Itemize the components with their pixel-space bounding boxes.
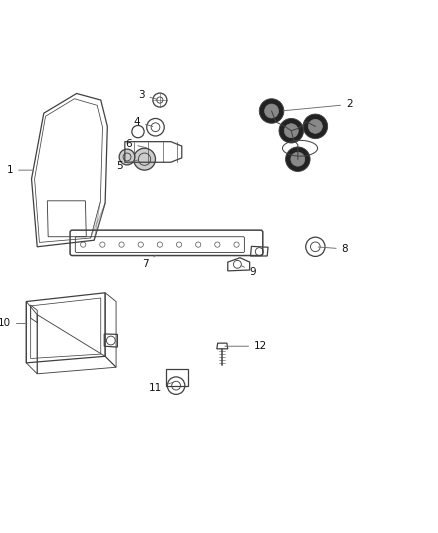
Text: 5: 5 xyxy=(116,160,138,171)
Circle shape xyxy=(284,124,298,138)
Circle shape xyxy=(265,104,279,118)
Circle shape xyxy=(134,148,155,170)
Circle shape xyxy=(119,149,135,165)
Text: 7: 7 xyxy=(142,255,155,269)
Text: 8: 8 xyxy=(318,244,348,254)
Text: 9: 9 xyxy=(241,265,256,277)
Text: 10: 10 xyxy=(0,318,27,328)
Text: 11: 11 xyxy=(149,382,173,393)
Text: 3: 3 xyxy=(138,90,157,100)
Circle shape xyxy=(259,99,284,123)
Text: 6: 6 xyxy=(126,139,146,149)
Text: 4: 4 xyxy=(134,117,153,127)
Text: 1: 1 xyxy=(7,165,32,175)
Circle shape xyxy=(286,147,310,172)
Text: 2: 2 xyxy=(283,100,353,111)
Polygon shape xyxy=(91,201,105,240)
Circle shape xyxy=(303,114,328,139)
Circle shape xyxy=(291,152,305,166)
Circle shape xyxy=(308,119,322,133)
Text: 12: 12 xyxy=(225,341,267,351)
Circle shape xyxy=(279,118,304,143)
